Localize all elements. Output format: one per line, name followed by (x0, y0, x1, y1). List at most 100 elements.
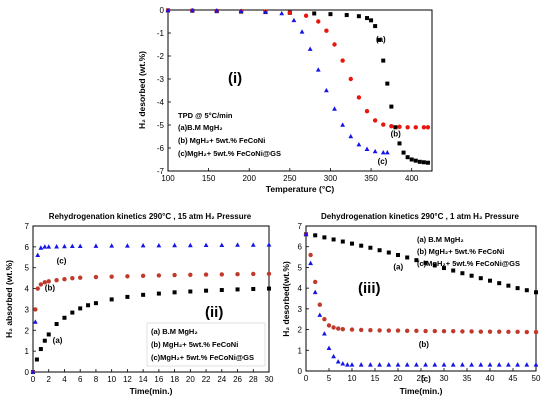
panel-ii-legend-1: (b) MgH₂+ 5wt.% FeCoNi (151, 340, 238, 349)
series-label-a: (a) (376, 35, 386, 44)
panel-i: 100 150 200 250 300 350 400 -7 -6 -5 -4 -3 -2 -1 0 (a)… (137, 6, 433, 194)
data-point-a (386, 250, 391, 255)
data-point-b (266, 271, 272, 276)
series-c: (c) (30, 242, 272, 374)
y-tick-label: 6 (298, 243, 303, 252)
data-point-c (322, 331, 327, 336)
panel-i-legend-3: (c)MgH₂+ 5wt.% FeCoNi@GS (178, 149, 281, 158)
y-tick-label: 6 (25, 243, 30, 252)
data-point-c (303, 231, 309, 237)
data-point-c (32, 319, 38, 324)
data-point-b (62, 276, 67, 282)
data-point-b (405, 125, 410, 130)
panel-ii-title: Rehydrogenation kinetics 290°C , 15 atm … (49, 212, 252, 221)
x-tick-label: 350 (364, 174, 378, 183)
data-point-b (331, 325, 336, 330)
panel-iii-x-axis-label: Time(min.) (400, 386, 443, 396)
data-point-b (413, 125, 418, 130)
x-tick-label: 45 (509, 374, 518, 383)
y-tick-label: 2 (298, 326, 303, 335)
data-point-c (235, 242, 240, 247)
data-point-a (389, 104, 394, 109)
data-point-b (326, 323, 332, 328)
y-tick-label: 1 (298, 346, 303, 355)
data-point-a (34, 357, 39, 362)
data-point-c (386, 362, 392, 367)
x-tick-label: 24 (217, 375, 226, 384)
data-point-c (219, 242, 225, 247)
data-point-a (373, 24, 378, 29)
data-point-a (340, 239, 345, 244)
data-point-c (441, 362, 447, 367)
y-tick-label: 1 (25, 347, 30, 356)
data-point-a (381, 58, 386, 63)
x-tick-label: 100 (161, 174, 175, 183)
panel-iii-legend-1: (b) MgH₂+ 5wt.% FeCoNi (417, 247, 504, 256)
data-point-c (533, 362, 539, 367)
data-point-c (189, 7, 195, 13)
y-tick-label: 2 (25, 326, 30, 335)
data-point-b (441, 329, 447, 334)
series-label-a: (a) (53, 336, 63, 345)
data-point-a (350, 241, 354, 246)
data-point-c (238, 8, 244, 13)
data-point-b (125, 274, 130, 279)
data-point-b (324, 28, 329, 33)
data-point-c (54, 244, 59, 249)
data-point-b (46, 279, 51, 284)
data-point-a (397, 141, 402, 146)
data-point-b (109, 274, 114, 279)
data-point-b (317, 302, 322, 307)
data-point-a (377, 248, 382, 253)
data-point-b (78, 275, 83, 280)
x-tick-label: 200 (243, 174, 257, 183)
data-point-c (165, 7, 171, 13)
series-a: (a) (31, 286, 271, 374)
series-label-b: (b) (419, 340, 430, 349)
data-point-a (42, 338, 47, 343)
series-c: (c) (303, 231, 539, 383)
data-point-c (432, 362, 438, 367)
x-tick-label: 10 (107, 375, 116, 384)
data-point-c (450, 362, 456, 367)
data-point-b (349, 327, 355, 332)
panel-iii-legend-0: (a) B.M MgH₂ (417, 235, 464, 244)
data-point-a (385, 81, 390, 86)
data-point-a (432, 263, 437, 268)
y-tick-label: 4 (25, 285, 30, 294)
data-point-b (35, 286, 40, 291)
x-tick-label: 18 (170, 375, 179, 384)
data-point-b (359, 327, 364, 333)
data-point-c (331, 353, 336, 359)
series-a: (a) (304, 232, 538, 295)
data-point-c (140, 243, 146, 248)
panel-ii-label: (ii) (205, 304, 223, 321)
data-point-a (413, 158, 418, 163)
data-point-c (423, 362, 428, 367)
data-point-a (235, 287, 240, 292)
data-point-b (332, 42, 337, 47)
data-point-a (405, 155, 410, 160)
data-point-b (336, 326, 341, 331)
data-point-c (35, 252, 41, 257)
data-point-b (313, 279, 318, 285)
data-point-c (250, 242, 256, 247)
x-tick-label: 4 (62, 375, 67, 384)
data-point-b (38, 282, 44, 287)
y-tick-label: -1 (157, 29, 165, 38)
data-point-b (460, 329, 465, 334)
y-tick-label: -3 (157, 75, 165, 84)
data-point-a (368, 245, 373, 250)
data-point-c (315, 67, 321, 72)
y-tick-label: 7 (25, 222, 30, 231)
data-point-a (396, 253, 400, 257)
x-tick-label: 14 (139, 375, 148, 384)
data-point-c (368, 362, 373, 367)
data-point-b (322, 317, 327, 322)
data-point-b (364, 109, 370, 114)
data-point-c (358, 362, 364, 367)
x-tick-label: 28 (249, 375, 258, 384)
data-point-a (267, 286, 271, 291)
data-point-b (524, 329, 529, 335)
